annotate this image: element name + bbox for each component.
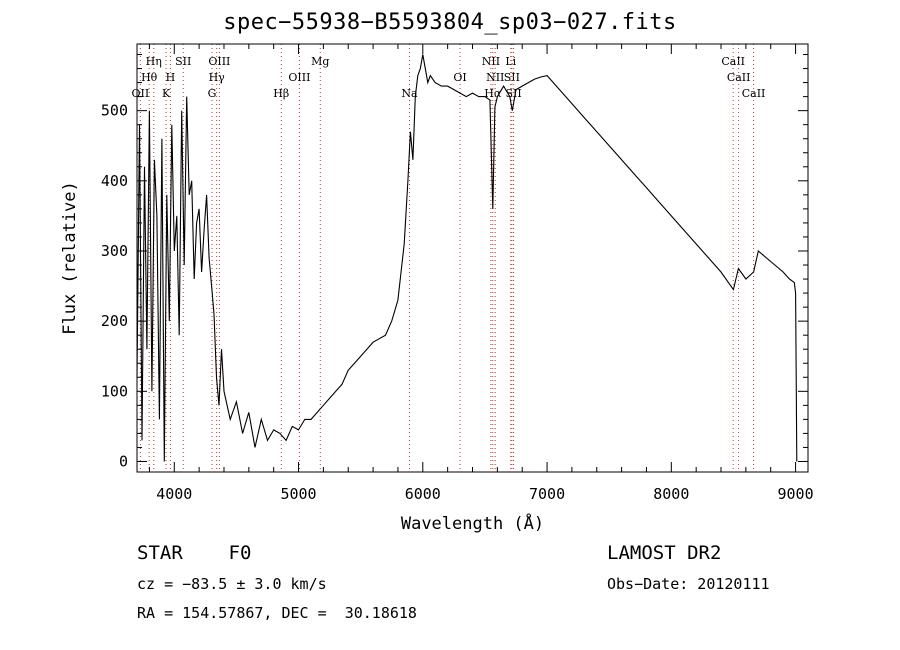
x-tick-label: 6000: [405, 485, 441, 503]
y-tick-label: 0: [119, 452, 128, 470]
spectral-line-label: H: [166, 71, 176, 84]
spectral-line-label: SII: [175, 55, 191, 68]
y-tick-label: 100: [101, 382, 128, 400]
redshift-velocity: cz = −83.5 ± 3.0 km/s: [137, 575, 327, 593]
spectral-line-label: Hβ: [273, 87, 289, 100]
spectral-line-label: CaII: [742, 87, 766, 100]
y-tick-label: 200: [101, 312, 128, 330]
y-tick-label: 400: [101, 172, 128, 190]
spectral-line-label: CaII: [721, 55, 745, 68]
chart-title: spec−55938−B5593804_sp03−027.fits: [223, 10, 677, 35]
observation-date: Obs−Date: 20120111: [607, 575, 770, 593]
spectral-line-label: CaII: [727, 71, 751, 84]
x-axis-label: Wavelength (Å): [401, 512, 544, 534]
spectral-line-label: OIII: [208, 55, 230, 68]
spectral-line-label: Na: [401, 87, 418, 100]
spectral-line-label: Hη: [146, 55, 162, 68]
spectral-line-label: K: [162, 87, 171, 100]
x-tick-label: 9000: [778, 485, 814, 503]
y-axis-label: Flux (relative): [60, 181, 80, 335]
spectral-line-label: OI: [453, 71, 466, 84]
spectral-line-label: SII: [504, 71, 520, 84]
spectral-line-label: Hθ: [141, 71, 158, 84]
y-tick-label: 300: [101, 242, 128, 260]
x-tick-label: 4000: [156, 485, 192, 503]
spectral-line-label: G: [208, 87, 217, 100]
object-class: STAR F0: [137, 542, 252, 564]
spectral-line-label: Mg: [311, 55, 329, 68]
x-tick-label: 8000: [653, 485, 689, 503]
x-tick-label: 7000: [529, 485, 565, 503]
spectral-line-label: NII: [482, 55, 500, 68]
spectral-line-label: Li: [505, 55, 516, 68]
spectral-line-label: NII: [486, 71, 504, 84]
ra-dec-coordinates: RA = 154.57867, DEC = 30.18618: [137, 604, 417, 622]
survey-name: LAMOST DR2: [607, 542, 722, 564]
spectral-line-label: OII: [131, 87, 149, 100]
spectral-line-label: OIII: [288, 71, 310, 84]
y-tick-label: 500: [101, 102, 128, 120]
spectral-line-label: Hγ: [209, 71, 226, 84]
x-tick-label: 5000: [280, 485, 316, 503]
spectrum-line: [136, 54, 798, 462]
